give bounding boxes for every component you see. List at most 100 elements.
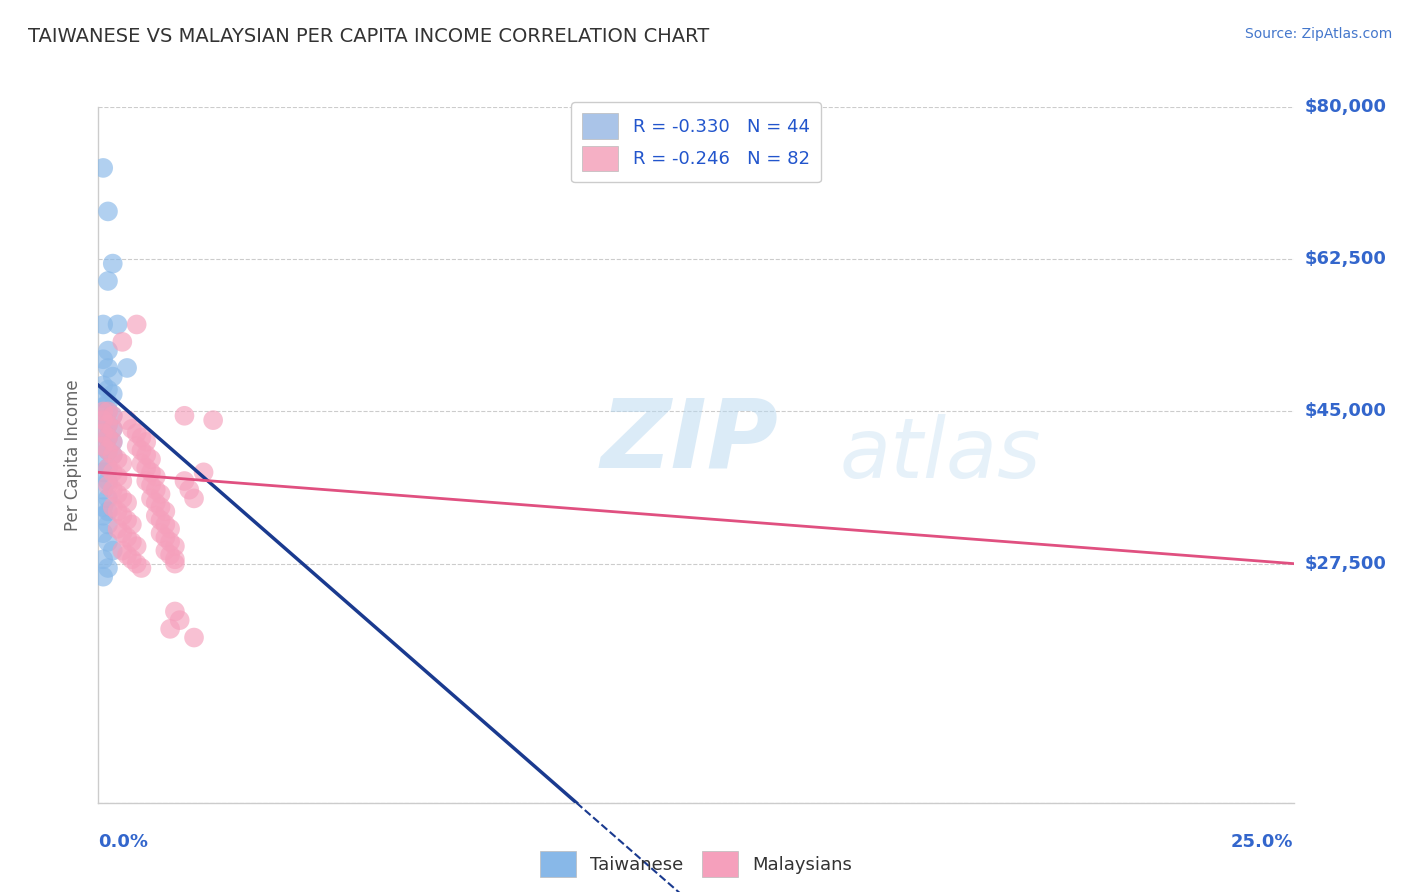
Point <box>125 539 148 553</box>
Point <box>101 448 124 462</box>
Point <box>121 517 143 532</box>
Point <box>155 531 177 545</box>
Point <box>91 352 114 367</box>
Point <box>183 491 205 506</box>
Point <box>115 548 138 562</box>
Point <box>135 434 157 449</box>
Point <box>173 474 195 488</box>
Point <box>91 161 114 175</box>
Point <box>91 404 114 418</box>
Point <box>101 543 124 558</box>
Point <box>149 513 172 527</box>
Point <box>155 504 177 518</box>
Point <box>125 439 148 453</box>
Point <box>97 204 120 219</box>
Point <box>125 318 148 332</box>
Point <box>101 387 124 401</box>
Point <box>139 452 162 467</box>
Point <box>91 378 114 392</box>
Point <box>159 535 181 549</box>
Point <box>107 318 129 332</box>
Point <box>91 457 114 471</box>
Text: ZIP: ZIP <box>600 394 779 488</box>
Point <box>111 457 134 471</box>
Point <box>173 409 195 423</box>
Point <box>111 474 134 488</box>
Point <box>139 466 162 480</box>
Point <box>97 417 120 432</box>
Text: $45,000: $45,000 <box>1305 402 1386 420</box>
Text: atlas: atlas <box>839 415 1040 495</box>
Point <box>159 548 181 562</box>
Point <box>163 557 186 571</box>
Point <box>107 487 129 501</box>
Point <box>101 466 124 480</box>
Point <box>97 478 120 492</box>
Text: 25.0%: 25.0% <box>1232 833 1294 851</box>
Point <box>125 426 148 441</box>
Point <box>169 613 191 627</box>
Point <box>145 483 167 497</box>
Point <box>131 431 153 445</box>
Point <box>159 522 181 536</box>
Point <box>101 448 124 462</box>
Text: Source: ZipAtlas.com: Source: ZipAtlas.com <box>1244 27 1392 41</box>
Point <box>145 469 167 483</box>
Point <box>149 526 172 541</box>
Point <box>101 257 124 271</box>
Point <box>135 474 157 488</box>
Point <box>97 404 120 418</box>
Point <box>121 535 143 549</box>
Point <box>149 500 172 514</box>
Point <box>179 483 201 497</box>
Point <box>101 369 124 384</box>
Point <box>107 469 129 483</box>
Point <box>163 605 186 619</box>
Point <box>193 466 215 480</box>
Point <box>115 413 138 427</box>
Point <box>115 531 138 545</box>
Point <box>97 491 120 506</box>
Point <box>91 318 114 332</box>
Point <box>91 552 114 566</box>
Point <box>107 452 129 467</box>
Point <box>155 543 177 558</box>
Point <box>131 443 153 458</box>
Point <box>101 434 124 449</box>
Point <box>97 343 120 358</box>
Point <box>121 422 143 436</box>
Text: $27,500: $27,500 <box>1305 555 1386 573</box>
Point <box>97 504 120 518</box>
Point <box>97 431 120 445</box>
Point <box>91 413 114 427</box>
Point <box>91 570 114 584</box>
Point <box>91 526 114 541</box>
Point <box>91 413 114 427</box>
Point <box>91 439 114 453</box>
Point <box>135 461 157 475</box>
Point <box>101 409 124 423</box>
Point <box>145 496 167 510</box>
Point <box>111 334 134 349</box>
Point <box>97 535 120 549</box>
Point <box>91 392 114 406</box>
Point <box>131 561 153 575</box>
Point <box>97 404 120 418</box>
Point <box>125 557 148 571</box>
Point <box>91 426 114 441</box>
Point <box>91 439 114 453</box>
Point <box>121 552 143 566</box>
Point <box>97 461 120 475</box>
Point <box>97 417 120 432</box>
Point <box>163 539 186 553</box>
Point <box>97 517 120 532</box>
Point <box>97 361 120 376</box>
Point <box>97 474 120 488</box>
Y-axis label: Per Capita Income: Per Capita Income <box>65 379 83 531</box>
Text: $80,000: $80,000 <box>1305 98 1386 116</box>
Point <box>97 274 120 288</box>
Point <box>145 508 167 523</box>
Point <box>202 413 225 427</box>
Point <box>101 500 124 514</box>
Point <box>139 478 162 492</box>
